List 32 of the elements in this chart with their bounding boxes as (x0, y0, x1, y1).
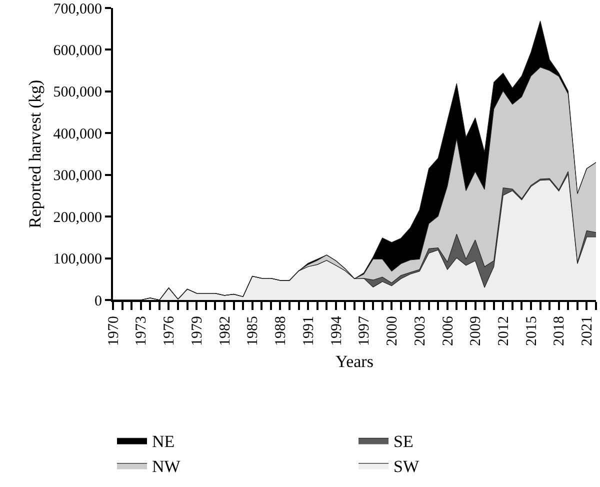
y-axis-title: Reported harvest (kg) (25, 80, 44, 228)
x-tick-label: 1973 (134, 316, 150, 346)
x-tick-label: 2012 (496, 316, 512, 346)
x-tick-label: 2006 (440, 316, 456, 346)
x-tick-label: 1994 (328, 316, 345, 346)
x-tick-label: 1991 (300, 316, 317, 346)
legend-label: NW (152, 456, 182, 476)
legend-label: SE (394, 432, 414, 451)
y-tick-label: 700,000 (53, 1, 102, 18)
x-tick-label: 2003 (412, 316, 428, 346)
y-tick-label: 500,000 (53, 84, 102, 101)
legend-label: SW (394, 456, 420, 476)
x-tick-label: 2015 (524, 316, 540, 346)
x-tick-label: 1988 (273, 316, 290, 346)
x-axis-title: Years (336, 352, 374, 371)
y-tick-label: 300,000 (53, 168, 102, 184)
y-tick-label: 0 (94, 293, 102, 310)
x-tick-label: 2021 (580, 316, 596, 346)
x-tick-label: 1997 (356, 316, 373, 346)
x-tick-label: 1979 (189, 316, 206, 346)
x-tick-label: 2009 (468, 316, 484, 346)
x-tick-label: 1976 (162, 316, 178, 346)
y-tick-label: 200,000 (53, 210, 102, 226)
x-tick-label: 2018 (552, 316, 568, 346)
legend-label: NE (152, 432, 175, 451)
x-tick-label: 1970 (106, 316, 122, 346)
y-tick-label: 400,000 (53, 126, 102, 142)
x-tick-label: 1982 (217, 316, 234, 346)
x-tick-label: 2000 (384, 316, 401, 346)
y-tick-label: 600,000 (53, 42, 102, 59)
x-tick-label: 1985 (245, 316, 262, 346)
y-tick-label: 100,000 (53, 252, 102, 268)
